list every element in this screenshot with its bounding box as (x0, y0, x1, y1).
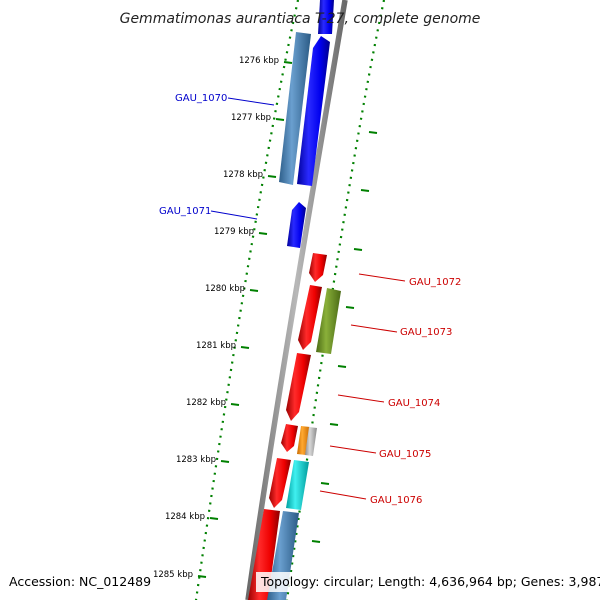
kbp-scale: 1276 kbp 1277 kbp 1278 kbp 1279 kbp 1280 kbp… (153, 56, 378, 580)
reverse-genes (248, 253, 341, 600)
kbp-tick-mark (197, 575, 207, 578)
dotted-rings (194, 0, 386, 600)
kbp-tick-label: 1284 kbp (165, 512, 205, 522)
gene-arrow-reverse (309, 253, 327, 282)
genome-title: Gemmatimonas aurantiaca T-27, complete g… (120, 11, 481, 27)
gene-steel-blue (279, 32, 311, 185)
gene-leader-line (358, 273, 406, 282)
kbp-tick-label: 1283 kbp (176, 455, 216, 465)
gene-label-gau_1075[interactable]: GAU_1075 (379, 449, 431, 460)
kbp-tick-mark (267, 175, 277, 178)
kbp-tick-mark (220, 460, 230, 463)
gene-arrow-reverse (281, 424, 298, 452)
gene-arrow-forward (318, 0, 334, 34)
minor-tick-mark (368, 131, 378, 134)
kbp-tick-mark (209, 517, 219, 520)
left-dotted-ring (194, 0, 300, 600)
gene-arrow-reverse (286, 353, 311, 421)
gene-arrow-reverse (298, 285, 322, 350)
gene-cyan (286, 460, 309, 510)
minor-tick-mark (311, 540, 321, 543)
kbp-tick-label: 1278 kbp (223, 170, 263, 180)
backbone-ring (245, 0, 348, 600)
topology-background (256, 572, 596, 592)
right-dotted-ring (285, 0, 386, 600)
kbp-tick-label: 1276 kbp (239, 56, 279, 66)
minor-tick-mark (320, 482, 330, 485)
gene-label-gau_1071[interactable]: GAU_1071 (159, 206, 211, 217)
kbp-tick-mark (240, 346, 250, 349)
gene-leader-line (329, 445, 377, 454)
kbp-tick-label: 1279 kbp (214, 227, 254, 237)
minor-tick-mark (360, 189, 370, 192)
gene-grey (305, 427, 317, 456)
minor-tick-mark (353, 248, 363, 251)
gene-label-gau_1070[interactable]: GAU_1070 (175, 93, 227, 104)
forward-genes (287, 0, 334, 248)
gene-labels: GAU_1070 GAU_1071 GAU_1072 GAU_1073 GAU_1074… (159, 93, 461, 506)
gene-leader-line (337, 394, 385, 403)
gene-olive (316, 288, 341, 354)
gene-leader-line (350, 324, 398, 333)
gene-leader-line (319, 490, 367, 500)
minor-tick-mark (345, 306, 355, 309)
kbp-tick-mark (258, 232, 268, 235)
kbp-tick-mark (283, 61, 293, 64)
kbp-tick-label: 1282 kbp (186, 398, 226, 408)
minor-tick-mark (337, 365, 347, 368)
kbp-tick-label: 1285 kbp (153, 570, 193, 580)
gene-leader-line (210, 210, 258, 220)
kbp-tick-mark (249, 289, 259, 292)
gene-label-gau_1074[interactable]: GAU_1074 (388, 398, 440, 409)
gene-label-gau_1072[interactable]: GAU_1072 (409, 277, 461, 288)
gene-label-gau_1073[interactable]: GAU_1073 (400, 327, 452, 338)
topology-text: Topology: circular; Length: 4,636,964 bp… (260, 574, 600, 589)
kbp-tick-label: 1277 kbp (231, 113, 271, 123)
accession-text: Accession: NC_012489 (9, 574, 151, 589)
gene-label-gau_1076[interactable]: GAU_1076 (370, 495, 422, 506)
gene-arrow-reverse (269, 458, 291, 508)
gene-arrow-forward (297, 36, 330, 186)
gene-leader-line (227, 97, 275, 106)
kbp-tick-mark (275, 118, 285, 121)
gene-arrow-forward (287, 202, 306, 248)
kbp-tick-label: 1280 kbp (205, 284, 245, 294)
kbp-tick-label: 1281 kbp (196, 341, 236, 351)
minor-tick-mark (329, 423, 339, 426)
kbp-tick-mark (230, 403, 240, 406)
